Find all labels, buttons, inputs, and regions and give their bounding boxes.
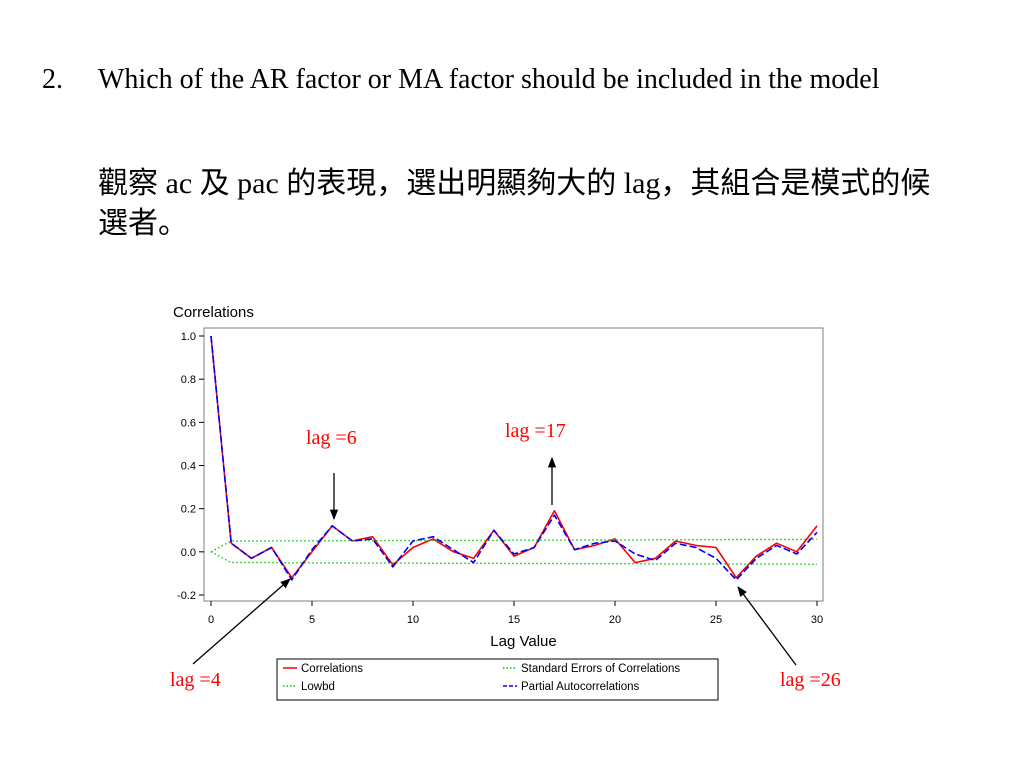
x-tick-label: 10 (407, 614, 419, 626)
legend-box (276, 658, 719, 701)
legend-label: Standard Errors of Correlations (521, 663, 680, 675)
legend-label: Correlations (301, 663, 363, 675)
x-tick-label: 0 (208, 614, 214, 626)
plot-frame (203, 327, 824, 602)
chinese-note: 觀察 ac 及 pac 的表現，選出明顯夠大的 lag，其組合是模式的候選者。 (98, 167, 931, 240)
y-tick-label: -0.2 (177, 590, 196, 602)
legend-label: Partial Autocorrelations (521, 681, 640, 693)
annotation-lag-17: lag =17 (505, 420, 566, 442)
x-axis-label: Lag Value (490, 633, 556, 650)
item-number: 2. (42, 64, 63, 95)
y-tick-label: 0.8 (181, 374, 196, 386)
question-text: Which of the AR factor or MA factor shou… (98, 64, 880, 95)
series-correlations (210, 335, 818, 579)
legend-label: Lowbd (301, 681, 335, 693)
y-tick-label: 0.0 (181, 547, 196, 559)
arrow-lag-4 (192, 578, 291, 665)
series-partial-autocorrelations (210, 335, 818, 581)
arrow-lag-26 (737, 586, 797, 666)
y-tick-label: 0.6 (181, 417, 196, 429)
x-tick-label: 25 (710, 614, 722, 626)
chart-title: Correlations (173, 304, 254, 321)
x-tick-label: 30 (811, 614, 823, 626)
annotation-lag-6: lag =6 (306, 427, 357, 449)
annotation-lag-26: lag =26 (780, 669, 841, 691)
x-tick-label: 15 (508, 614, 520, 626)
x-tick-label: 5 (309, 614, 315, 626)
annotation-lag-4: lag =4 (170, 669, 221, 691)
y-tick-label: 0.4 (181, 461, 196, 473)
y-tick-label: 1.0 (181, 331, 196, 343)
y-tick-label: 0.2 (181, 504, 196, 516)
x-tick-label: 20 (609, 614, 621, 626)
